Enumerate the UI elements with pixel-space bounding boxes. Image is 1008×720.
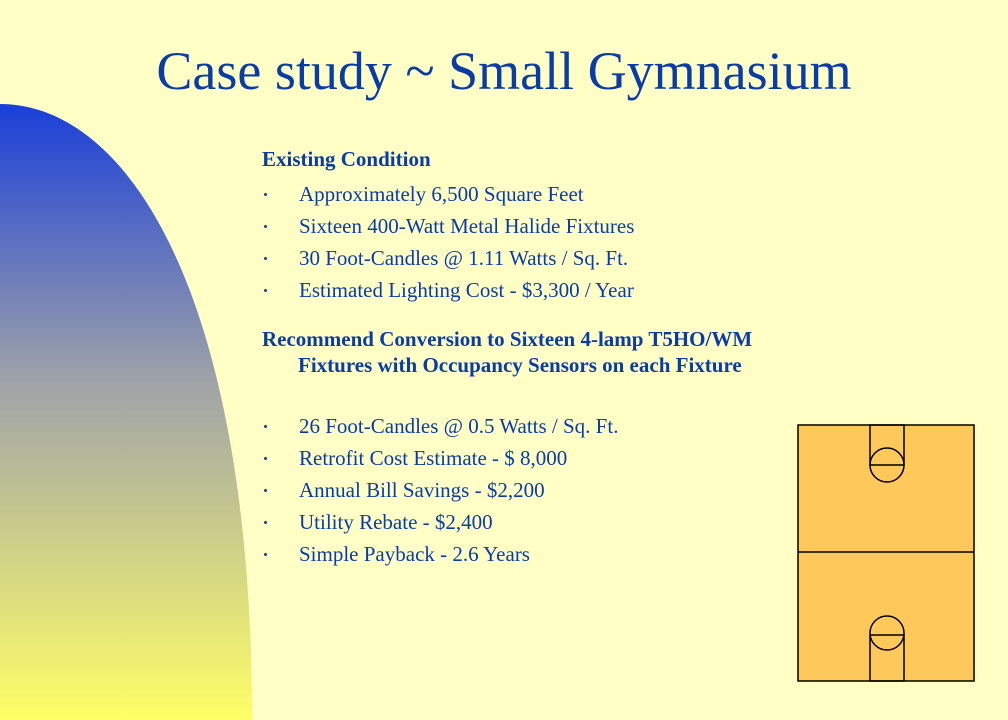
top-free-throw-circle xyxy=(869,447,905,483)
recommendation-list: 26 Foot-Candles @ 0.5 Watts / Sq. Ft. Re… xyxy=(262,410,802,570)
slide-content: Existing Condition Approximately 6,500 S… xyxy=(262,146,802,570)
list-item: Simple Payback - 2.6 Years xyxy=(262,538,802,570)
slide-title: Case study ~ Small Gymnasium xyxy=(156,41,852,101)
list-item: Approximately 6,500 Square Feet xyxy=(262,178,802,210)
list-item: Utility Rebate - $2,400 xyxy=(262,506,802,538)
bullet-icon xyxy=(264,257,267,260)
bullet-icon xyxy=(264,457,267,460)
recommendation-heading: Recommend Conversion to Sixteen 4-lamp T… xyxy=(262,327,753,377)
bottom-free-throw-circle xyxy=(869,615,905,651)
list-item: Retrofit Cost Estimate - $ 8,000 xyxy=(262,442,802,474)
bullet-icon xyxy=(264,289,267,292)
existing-condition-list: Approximately 6,500 Square Feet Sixteen … xyxy=(262,178,802,306)
list-item: 30 Foot-Candles @ 1.11 Watts / Sq. Ft. xyxy=(262,242,802,274)
basketball-court-diagram xyxy=(797,424,975,682)
list-item: 26 Foot-Candles @ 0.5 Watts / Sq. Ft. xyxy=(262,410,802,442)
top-key xyxy=(869,424,905,466)
bullet-icon xyxy=(264,425,267,428)
bottom-key xyxy=(869,634,905,682)
list-item: Estimated Lighting Cost - $3,300 / Year xyxy=(262,274,802,306)
bullet-icon xyxy=(264,489,267,492)
court-outline xyxy=(797,424,975,682)
bullet-icon xyxy=(264,193,267,196)
list-item: Annual Bill Savings - $2,200 xyxy=(262,474,802,506)
bullet-icon xyxy=(264,553,267,556)
decorative-gradient-shape xyxy=(0,104,252,720)
existing-condition-heading: Existing Condition xyxy=(262,147,431,171)
bullet-icon xyxy=(264,225,267,228)
bullet-icon xyxy=(264,521,267,524)
list-item: Sixteen 400-Watt Metal Halide Fixtures xyxy=(262,210,802,242)
